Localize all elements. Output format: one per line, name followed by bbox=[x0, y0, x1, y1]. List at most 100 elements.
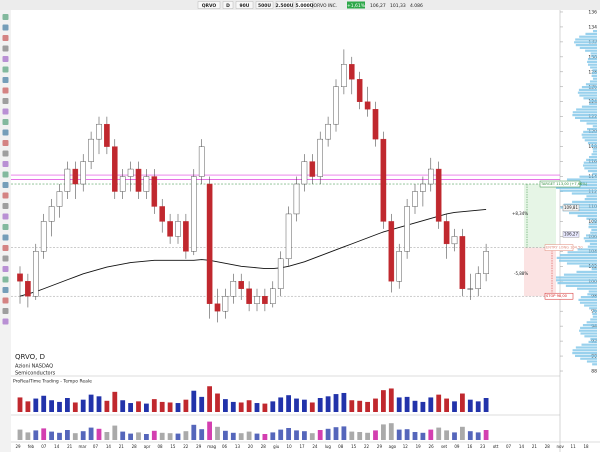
toolbar-button[interactable] bbox=[197, 1, 221, 9]
volume-bar bbox=[373, 398, 378, 412]
volume-bar bbox=[309, 402, 315, 412]
x-tick-label: 28 bbox=[261, 444, 267, 449]
volume-profile bbox=[572, 114, 597, 117]
volume-profile bbox=[590, 55, 597, 58]
volume-profile bbox=[581, 105, 597, 108]
toolbar-label: D bbox=[226, 3, 230, 9]
volume-profile bbox=[584, 198, 597, 201]
tool-icon bbox=[2, 182, 9, 188]
volume-profile bbox=[586, 122, 597, 125]
toolbar-button[interactable] bbox=[275, 1, 294, 9]
x-tick-label: 18 bbox=[583, 444, 589, 449]
volume-profile bbox=[586, 321, 597, 324]
candle-body bbox=[451, 236, 458, 245]
x-tick-label: mar bbox=[79, 444, 87, 449]
volume-profile bbox=[576, 270, 597, 273]
tool-icon bbox=[2, 150, 9, 157]
volume-profile bbox=[574, 41, 597, 44]
volume-profile bbox=[572, 200, 597, 203]
x-tick-label: mag bbox=[207, 444, 216, 449]
candle-body bbox=[104, 123, 110, 147]
tool-icon bbox=[2, 56, 9, 62]
volume-profile bbox=[572, 111, 597, 114]
volume-profile bbox=[575, 346, 597, 349]
tool-icon bbox=[2, 224, 9, 230]
indicator-bar bbox=[452, 432, 457, 440]
candle-body bbox=[72, 168, 79, 185]
volume-bar bbox=[444, 398, 449, 412]
toolbar-button[interactable] bbox=[235, 1, 254, 9]
candle-body bbox=[17, 273, 23, 282]
volume-profile bbox=[574, 354, 597, 357]
candle-body bbox=[277, 258, 284, 289]
subtitle: Semiconductors bbox=[15, 371, 56, 377]
volume-bar bbox=[262, 403, 268, 412]
volume-profile bbox=[584, 167, 597, 170]
volume-bar bbox=[325, 396, 331, 412]
volume-bar bbox=[136, 401, 141, 412]
volume-bar bbox=[128, 403, 133, 412]
tool-icon bbox=[2, 245, 9, 251]
indicator-bar bbox=[412, 432, 418, 440]
candle-body bbox=[222, 296, 229, 312]
volume-bar bbox=[207, 386, 212, 412]
candle-body bbox=[270, 288, 276, 304]
stop-zone bbox=[524, 247, 556, 297]
candle-body bbox=[428, 168, 434, 185]
candle-body bbox=[33, 251, 39, 297]
volume-profile bbox=[587, 63, 597, 66]
toolbar-button[interactable] bbox=[222, 1, 234, 9]
candle-body bbox=[483, 251, 489, 274]
candle-body bbox=[48, 206, 55, 222]
toolbar-button[interactable] bbox=[295, 1, 314, 9]
toolbar-label: 90U bbox=[240, 3, 250, 9]
toolbar-button[interactable] bbox=[255, 1, 274, 9]
volume-profile bbox=[556, 256, 597, 259]
indicator-bar bbox=[467, 431, 473, 440]
volume-bar bbox=[215, 393, 220, 412]
volume-bar bbox=[96, 396, 102, 412]
indicator-bar bbox=[128, 433, 133, 440]
volume-profile bbox=[588, 340, 597, 343]
volume-profile bbox=[592, 125, 597, 128]
indicator-bar bbox=[309, 433, 315, 440]
volume-bar bbox=[317, 398, 323, 412]
volume-bar bbox=[17, 397, 23, 412]
volume-bar bbox=[436, 394, 442, 412]
x-tick-label: 29 bbox=[15, 444, 21, 449]
candle-body bbox=[151, 176, 158, 207]
volume-bar bbox=[151, 399, 157, 412]
candle-body bbox=[96, 123, 102, 140]
y-tick-label: 94 bbox=[591, 324, 597, 330]
indicator-bar bbox=[475, 432, 481, 440]
indicator-bar bbox=[286, 428, 291, 440]
volume-profile bbox=[580, 326, 597, 329]
x-tick-label: 08 bbox=[338, 444, 344, 449]
indicator-bar bbox=[72, 433, 78, 440]
volume-bar bbox=[144, 403, 149, 412]
candle-body bbox=[111, 146, 118, 192]
volume-bar bbox=[420, 401, 426, 412]
toolbar-label: 5.000U bbox=[296, 3, 314, 9]
volume-bar bbox=[404, 396, 410, 412]
x-tick-label: 23 bbox=[480, 444, 486, 449]
volume-bar bbox=[412, 400, 418, 412]
x-tick-label: ago bbox=[389, 444, 397, 449]
volume-profile bbox=[584, 240, 597, 243]
y-tick-label: 100 bbox=[588, 279, 597, 285]
volume-profile bbox=[584, 139, 597, 142]
volume-profile bbox=[580, 332, 597, 335]
volume-profile bbox=[587, 128, 597, 131]
volume-bar bbox=[467, 399, 473, 412]
volume-profile bbox=[586, 158, 597, 161]
x-tick-label: 20 bbox=[248, 444, 254, 449]
candle-body bbox=[443, 221, 450, 245]
candle-body bbox=[309, 161, 316, 177]
x-tick-label: 22 bbox=[183, 444, 189, 449]
indicator-bar bbox=[191, 424, 197, 440]
indicator-bar bbox=[365, 432, 370, 440]
volume-bar bbox=[41, 395, 47, 412]
volume-profile bbox=[591, 228, 597, 231]
indicator-bar bbox=[199, 429, 205, 440]
